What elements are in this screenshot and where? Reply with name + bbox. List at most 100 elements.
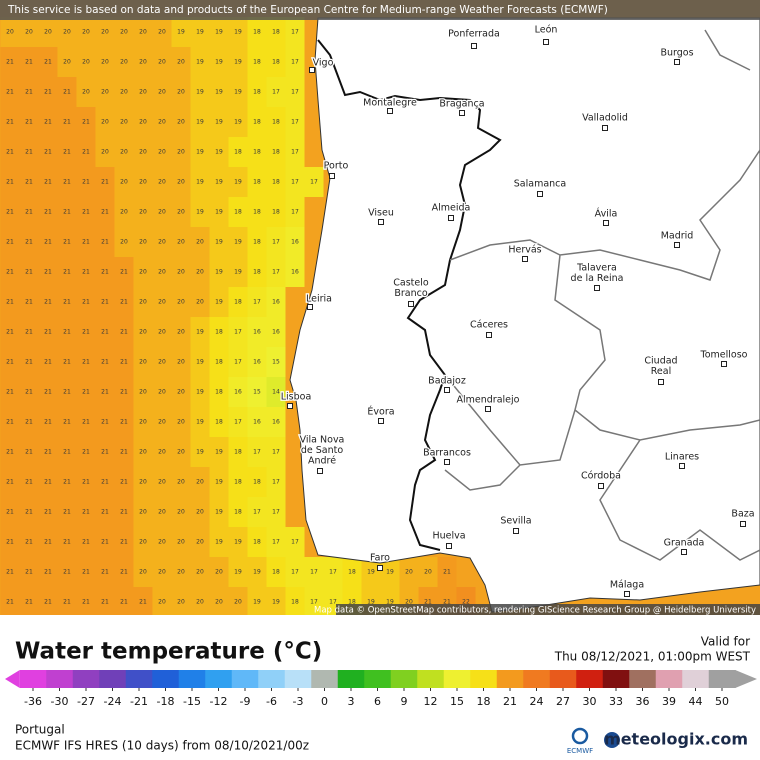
sea-value: 20 (196, 539, 204, 546)
sea-value: 21 (44, 299, 52, 306)
ecmwf-logo-text: ECMWF (567, 747, 593, 755)
city-marker (471, 43, 477, 49)
sea-value: 20 (120, 209, 128, 216)
sea-value: 21 (120, 419, 128, 426)
sea-value: 18 (272, 119, 280, 126)
valid-time: Thu 08/12/2021, 01:00pm WEST (554, 650, 751, 664)
sea-value: 21 (6, 599, 14, 606)
sea-cell (76, 497, 96, 527)
sea-cell (133, 377, 153, 407)
sea-cell (133, 257, 153, 287)
sea-cell (76, 227, 96, 257)
sea-value: 20 (120, 239, 128, 246)
city-marker (317, 468, 323, 474)
sea-cell (190, 497, 210, 527)
sea-value: 21 (25, 299, 33, 306)
colorbar-label: -15 (183, 695, 201, 708)
sea-value: 21 (82, 509, 90, 516)
sea-cell (38, 17, 58, 47)
sea-cell (152, 587, 172, 615)
sea-value: 17 (291, 89, 299, 96)
sea-cell (228, 77, 248, 107)
city-name: Ciudad (644, 356, 677, 367)
sea-cell (133, 587, 153, 615)
colorbar-label: 24 (530, 695, 544, 708)
sea-value: 21 (44, 329, 52, 336)
sea-value: 21 (63, 119, 71, 126)
sea-value: 18 (215, 389, 223, 396)
sea-value: 20 (139, 149, 147, 156)
sea-cell (95, 437, 115, 467)
sea-value: 21 (25, 449, 33, 456)
sea-cell (114, 287, 134, 317)
city-name: Talavera (576, 263, 617, 274)
sea-cell (266, 527, 286, 557)
sea-value: 21 (25, 269, 33, 276)
city-marker (537, 191, 543, 197)
sea-value: 19 (215, 149, 223, 156)
sea-value: 20 (101, 149, 109, 156)
sea-value: 20 (82, 89, 90, 96)
sea-cell (171, 557, 191, 587)
sea-value: 21 (44, 269, 52, 276)
sea-value: 20 (139, 479, 147, 486)
sea-cell (114, 227, 134, 257)
sea-cell (57, 287, 77, 317)
sea-value: 20 (44, 29, 52, 36)
sea-cell (38, 587, 58, 615)
sea-value: 20 (82, 29, 90, 36)
sea-value: 21 (25, 509, 33, 516)
sea-value: 21 (25, 569, 33, 576)
sea-cell (95, 227, 115, 257)
sea-value: 21 (44, 149, 52, 156)
city-marker (448, 215, 454, 221)
sea-value: 21 (44, 389, 52, 396)
sea-cell (361, 557, 381, 587)
sea-cell (247, 287, 267, 317)
sea-cell (76, 467, 96, 497)
sea-value: 19 (196, 419, 204, 426)
sea-value: 18 (234, 509, 242, 516)
sea-value: 21 (25, 359, 33, 366)
sea-value: 19 (386, 599, 394, 606)
sea-value: 18 (348, 569, 356, 576)
sea-value: 21 (44, 59, 52, 66)
city-name: Hervás (508, 245, 541, 256)
sea-value: 21 (82, 299, 90, 306)
sea-value: 19 (234, 539, 242, 546)
sea-value: 21 (25, 539, 33, 546)
sea-value: 20 (196, 479, 204, 486)
sea-cell (190, 347, 210, 377)
sea-value: 21 (63, 539, 71, 546)
sea-cell (133, 467, 153, 497)
sea-cell (0, 587, 20, 615)
banner-bg (0, 0, 760, 20)
sea-cell (266, 407, 286, 437)
sea-cell (95, 77, 115, 107)
sea-value: 17 (291, 569, 299, 576)
sea-cell (0, 257, 20, 287)
sea-cell (247, 227, 267, 257)
colorbar-segment (46, 670, 74, 688)
sea-cell (171, 257, 191, 287)
sea-value: 21 (6, 269, 14, 276)
sea-value: 17 (234, 329, 242, 336)
sea-value: 16 (291, 239, 299, 246)
city-marker (598, 483, 604, 489)
sea-cell (114, 47, 134, 77)
city-marker (602, 125, 608, 131)
city-name: Córdoba (581, 471, 621, 482)
sea-cell (114, 527, 134, 557)
colorbar-segment (99, 670, 127, 688)
sea-value: 20 (177, 179, 185, 186)
sea-cell (285, 587, 305, 615)
sea-cell (228, 557, 248, 587)
sea-value: 17 (310, 569, 318, 576)
sea-value: 18 (253, 149, 261, 156)
sea-value: 21 (63, 389, 71, 396)
sea-cell (76, 377, 96, 407)
sea-cell (380, 557, 400, 587)
sea-value: 21 (6, 509, 14, 516)
sea-cell (133, 227, 153, 257)
sea-value: 21 (25, 419, 33, 426)
